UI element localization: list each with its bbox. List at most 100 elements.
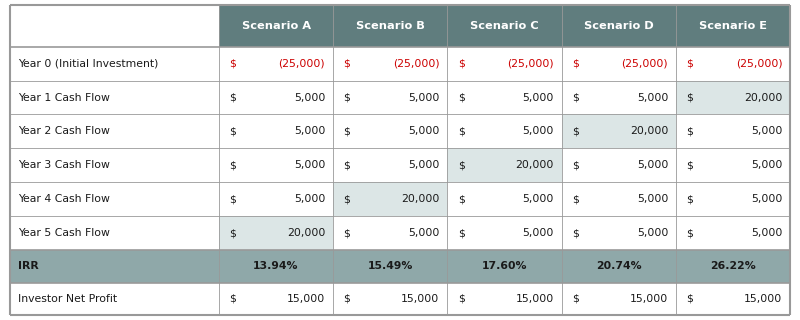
Text: 20,000: 20,000 bbox=[744, 92, 782, 102]
Bar bbox=[10, 283, 219, 315]
Text: $: $ bbox=[572, 294, 579, 304]
Text: 5,000: 5,000 bbox=[637, 92, 668, 102]
Text: 5,000: 5,000 bbox=[294, 160, 325, 170]
Text: $: $ bbox=[458, 294, 465, 304]
Bar bbox=[676, 250, 790, 283]
Text: 5,000: 5,000 bbox=[751, 160, 782, 170]
Text: $: $ bbox=[230, 59, 236, 69]
Text: $: $ bbox=[343, 126, 350, 136]
Text: $: $ bbox=[343, 228, 350, 238]
Bar bbox=[447, 5, 562, 47]
Text: 15,000: 15,000 bbox=[402, 294, 439, 304]
Bar bbox=[333, 182, 447, 216]
Text: 5,000: 5,000 bbox=[522, 126, 554, 136]
Bar bbox=[676, 283, 790, 315]
Bar bbox=[10, 115, 219, 148]
Text: $: $ bbox=[230, 228, 236, 238]
Text: Year 1 Cash Flow: Year 1 Cash Flow bbox=[18, 92, 110, 102]
Bar bbox=[676, 148, 790, 182]
Text: $: $ bbox=[343, 59, 350, 69]
Bar bbox=[333, 216, 447, 250]
Text: 5,000: 5,000 bbox=[522, 92, 554, 102]
Bar bbox=[447, 216, 562, 250]
Text: $: $ bbox=[458, 160, 465, 170]
Bar bbox=[219, 182, 333, 216]
Bar bbox=[676, 5, 790, 47]
Bar bbox=[219, 5, 333, 47]
Bar bbox=[10, 47, 219, 81]
Text: $: $ bbox=[458, 59, 465, 69]
Text: IRR: IRR bbox=[18, 261, 38, 271]
Text: 5,000: 5,000 bbox=[294, 126, 325, 136]
Text: $: $ bbox=[572, 228, 579, 238]
Text: $: $ bbox=[686, 126, 694, 136]
Text: $: $ bbox=[686, 59, 694, 69]
Text: (25,000): (25,000) bbox=[622, 59, 668, 69]
Bar bbox=[562, 216, 676, 250]
Text: 15,000: 15,000 bbox=[630, 294, 668, 304]
Text: 20,000: 20,000 bbox=[515, 160, 554, 170]
Bar bbox=[219, 250, 333, 283]
Bar bbox=[676, 216, 790, 250]
Bar bbox=[562, 148, 676, 182]
Bar bbox=[447, 148, 562, 182]
Text: 15,000: 15,000 bbox=[744, 294, 782, 304]
Text: Year 0 (Initial Investment): Year 0 (Initial Investment) bbox=[18, 59, 158, 69]
Bar bbox=[562, 5, 676, 47]
Text: $: $ bbox=[230, 294, 236, 304]
Text: $: $ bbox=[458, 126, 465, 136]
Text: $: $ bbox=[572, 126, 579, 136]
Text: Scenario C: Scenario C bbox=[470, 21, 539, 31]
Bar bbox=[447, 283, 562, 315]
Bar bbox=[333, 47, 447, 81]
Text: $: $ bbox=[230, 160, 236, 170]
Bar bbox=[10, 5, 219, 47]
Bar bbox=[333, 115, 447, 148]
Text: $: $ bbox=[686, 194, 694, 204]
Text: 5,000: 5,000 bbox=[408, 92, 439, 102]
Text: 5,000: 5,000 bbox=[522, 194, 554, 204]
Text: 5,000: 5,000 bbox=[408, 228, 439, 238]
Text: Investor Net Profit: Investor Net Profit bbox=[18, 294, 117, 304]
Text: 13.94%: 13.94% bbox=[254, 261, 298, 271]
Text: 5,000: 5,000 bbox=[637, 160, 668, 170]
Text: 20,000: 20,000 bbox=[286, 228, 325, 238]
Text: Scenario B: Scenario B bbox=[356, 21, 425, 31]
Bar bbox=[562, 283, 676, 315]
Text: $: $ bbox=[458, 92, 465, 102]
Bar bbox=[562, 47, 676, 81]
Bar bbox=[676, 115, 790, 148]
Text: Year 2 Cash Flow: Year 2 Cash Flow bbox=[18, 126, 110, 136]
Bar bbox=[219, 47, 333, 81]
Text: $: $ bbox=[572, 194, 579, 204]
Text: 5,000: 5,000 bbox=[408, 160, 439, 170]
Text: $: $ bbox=[572, 59, 579, 69]
Bar bbox=[10, 182, 219, 216]
Text: (25,000): (25,000) bbox=[393, 59, 439, 69]
Bar bbox=[447, 115, 562, 148]
Text: Year 3 Cash Flow: Year 3 Cash Flow bbox=[18, 160, 110, 170]
Text: $: $ bbox=[230, 126, 236, 136]
Bar bbox=[562, 250, 676, 283]
Text: $: $ bbox=[343, 92, 350, 102]
Bar bbox=[219, 283, 333, 315]
Bar bbox=[333, 283, 447, 315]
Text: 5,000: 5,000 bbox=[637, 194, 668, 204]
Bar bbox=[219, 115, 333, 148]
Text: $: $ bbox=[458, 228, 465, 238]
Text: (25,000): (25,000) bbox=[507, 59, 554, 69]
Text: $: $ bbox=[686, 294, 694, 304]
Bar bbox=[10, 216, 219, 250]
Text: 20.74%: 20.74% bbox=[596, 261, 642, 271]
Bar bbox=[333, 250, 447, 283]
Bar bbox=[10, 250, 219, 283]
Bar bbox=[676, 182, 790, 216]
Text: 5,000: 5,000 bbox=[751, 126, 782, 136]
Bar bbox=[333, 5, 447, 47]
Text: $: $ bbox=[686, 92, 694, 102]
Bar bbox=[333, 81, 447, 115]
Text: 5,000: 5,000 bbox=[637, 228, 668, 238]
Bar bbox=[676, 47, 790, 81]
Text: $: $ bbox=[686, 228, 694, 238]
Text: 5,000: 5,000 bbox=[522, 228, 554, 238]
